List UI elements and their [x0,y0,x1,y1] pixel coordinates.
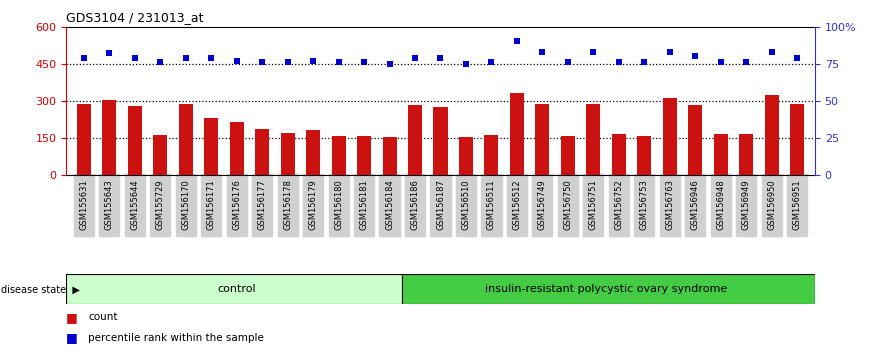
Bar [561,136,575,175]
Bar [102,101,116,175]
Bar [408,105,422,175]
Text: ■: ■ [66,311,78,324]
Bar [306,130,320,175]
Point [611,59,626,65]
Point [230,58,244,64]
Point [281,59,295,65]
Point [714,59,728,65]
Bar [485,135,499,175]
Bar [790,104,804,175]
Point [739,59,753,65]
Point [382,61,396,67]
Point [357,59,371,65]
Bar [714,134,728,175]
Point [331,59,345,65]
Bar [382,137,396,175]
Text: percentile rank within the sample: percentile rank within the sample [88,332,264,343]
Bar [587,104,600,175]
Bar [204,118,218,175]
Bar [153,135,167,175]
Bar [510,93,524,175]
Bar [403,274,815,304]
Bar [433,107,448,175]
Bar [281,133,294,175]
Text: disease state  ▶: disease state ▶ [1,284,80,295]
Bar [128,106,142,175]
Bar [255,129,270,175]
Text: ■: ■ [66,331,78,344]
Point [561,59,575,65]
Bar [611,134,626,175]
Text: insulin-resistant polycystic ovary syndrome: insulin-resistant polycystic ovary syndr… [485,284,727,295]
Point [765,49,779,55]
Bar [459,137,473,175]
Point [102,51,116,56]
Bar [357,136,371,175]
Point [586,49,600,55]
Point [408,55,422,61]
Point [433,55,448,61]
Text: count: count [88,312,117,322]
Text: control: control [218,284,256,295]
Bar [331,136,345,175]
Point [128,55,142,61]
Point [179,55,193,61]
Point [637,59,651,65]
Text: GDS3104 / 231013_at: GDS3104 / 231013_at [66,11,204,24]
Point [485,59,499,65]
Point [77,55,91,61]
Bar [663,98,677,175]
Bar [77,104,91,175]
Point [536,49,550,55]
Point [153,59,167,65]
Bar [765,95,779,175]
Bar [230,122,244,175]
Bar [66,274,403,304]
Bar [536,104,550,175]
Point [688,53,702,59]
Point [306,58,320,64]
Point [510,39,524,44]
Bar [637,136,651,175]
Bar [179,104,193,175]
Bar [739,134,753,175]
Point [663,49,677,55]
Point [204,55,218,61]
Point [255,59,270,65]
Bar [688,105,702,175]
Point [459,61,473,67]
Point [790,55,804,61]
